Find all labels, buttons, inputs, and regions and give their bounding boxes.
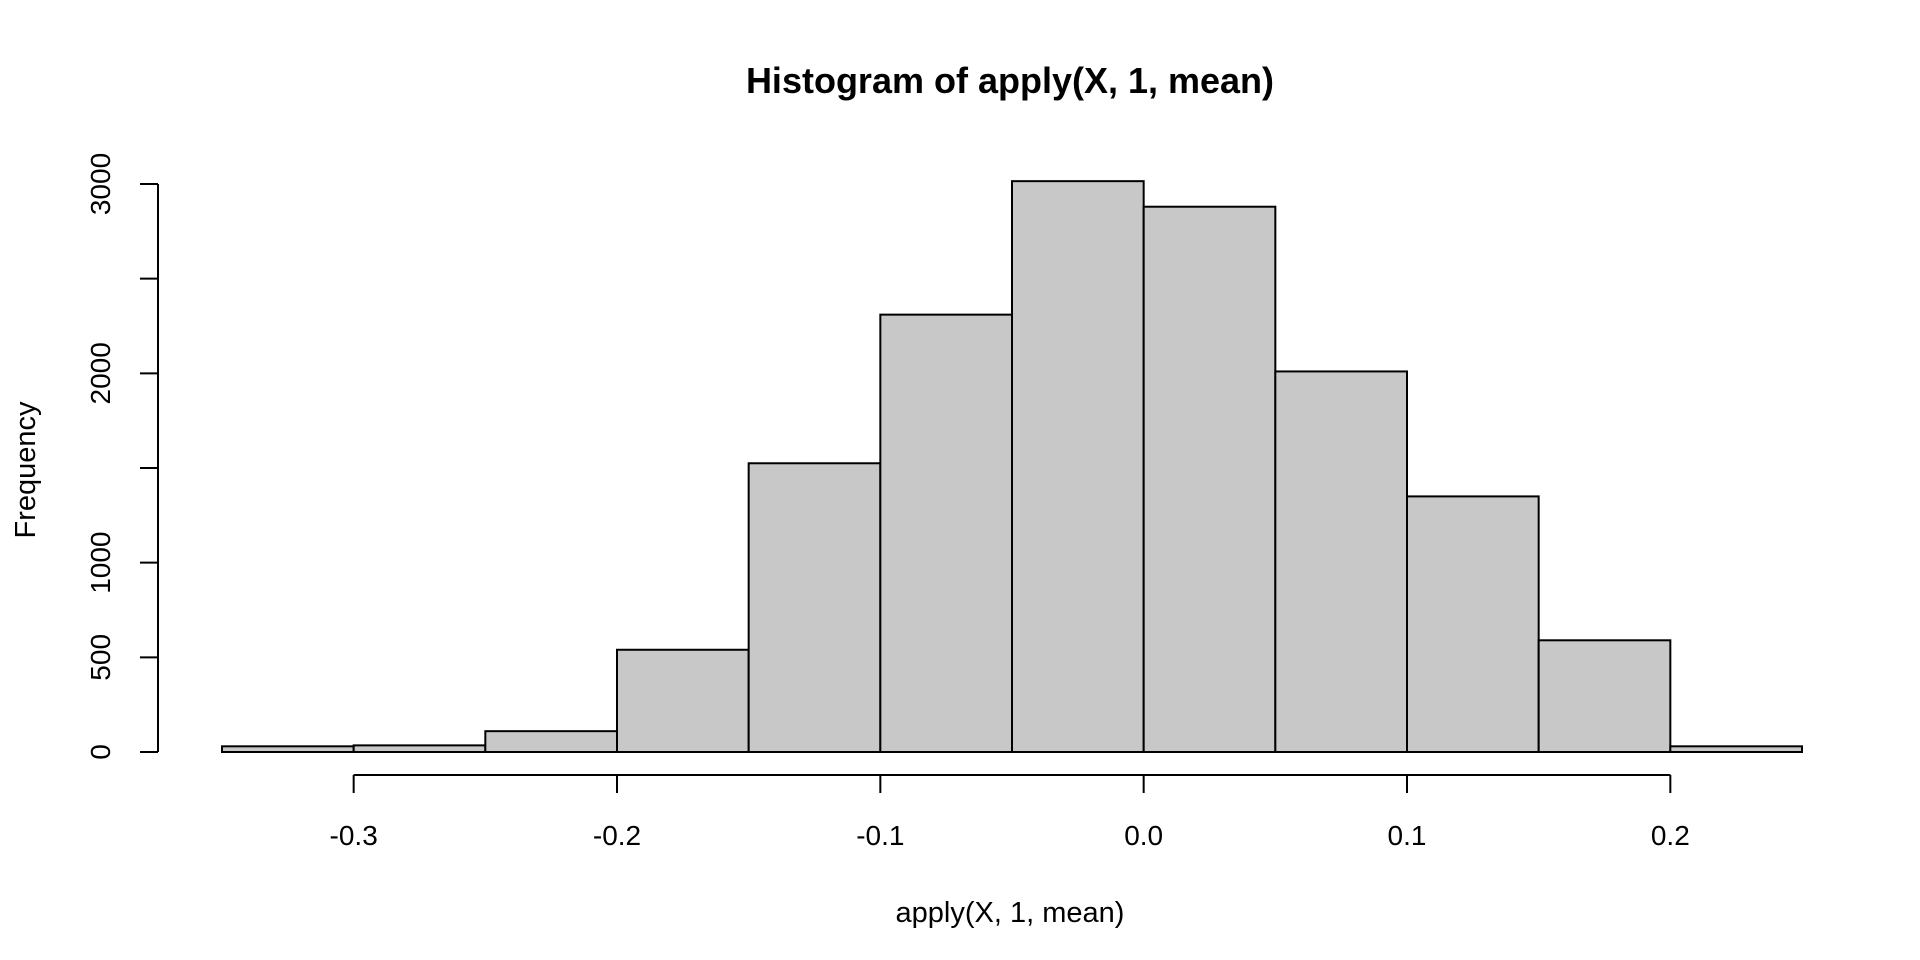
histogram-bar — [221, 745, 355, 754]
histogram-bar — [1669, 745, 1804, 754]
y-tick-label: 0 — [85, 744, 116, 760]
y-tick-label: 2000 — [85, 342, 116, 404]
histogram-bar — [1011, 180, 1145, 754]
x-tick-label: -0.2 — [593, 820, 641, 851]
x-tick-label: 0.2 — [1651, 820, 1690, 851]
y-axis-title: Frequency — [10, 401, 42, 539]
y-axis: 0 500 1000 2000 3000 — [85, 153, 159, 760]
histogram-bar — [352, 744, 487, 754]
x-tick-label: 0.0 — [1124, 820, 1163, 851]
x-tick-label: -0.1 — [856, 820, 904, 851]
x-tick-label: -0.3 — [330, 820, 378, 851]
histogram-bar — [616, 648, 750, 754]
histogram-bar — [1537, 639, 1672, 753]
histogram-bar — [1406, 495, 1540, 753]
x-tick-label: 0.1 — [1388, 820, 1427, 851]
histogram-bar — [1142, 205, 1277, 754]
histogram-bar — [484, 730, 619, 754]
histogram-bars — [221, 180, 1804, 754]
x-axis-title: apply(X, 1, mean) — [896, 897, 1125, 929]
histogram-bar — [1274, 370, 1409, 753]
histogram-bar — [747, 462, 882, 753]
y-tick-label: 500 — [85, 634, 116, 681]
y-tick-label: 3000 — [85, 153, 116, 215]
histogram-bar — [879, 313, 1013, 753]
y-tick-label: 1000 — [85, 532, 116, 594]
chart-title: Histogram of apply(X, 1, mean) — [746, 60, 1274, 101]
x-axis: -0.3 -0.2 -0.1 0.0 0.1 0.2 — [330, 774, 1690, 851]
